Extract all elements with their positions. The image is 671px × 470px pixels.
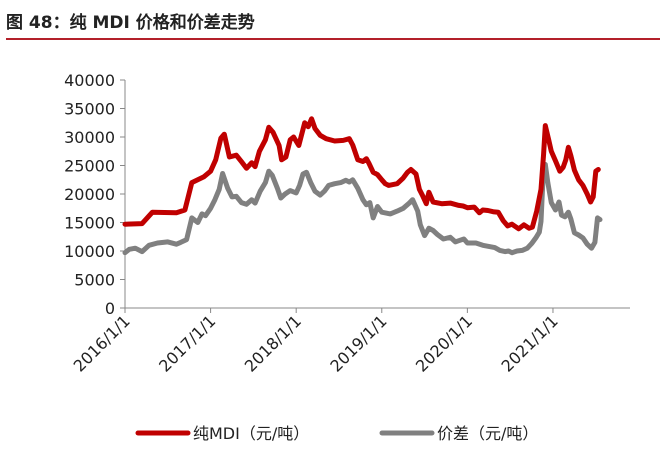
- y-tick-label: 5000: [74, 271, 115, 290]
- y-tick-label: 30000: [64, 128, 115, 147]
- y-tick-label: 35000: [64, 100, 115, 119]
- legend-label: 纯MDI（元/吨）: [193, 424, 309, 443]
- x-tick-label: 2019/1/1: [326, 311, 390, 375]
- x-tick-label: 2018/1/1: [241, 311, 305, 375]
- x-tick-label: 2017/1/1: [155, 311, 219, 375]
- x-axis: 2016/1/1 2017/1/1 2018/1/1 2019/1/1 2020/1/1…: [70, 307, 630, 376]
- y-tick-label: 10000: [64, 242, 115, 261]
- y-tick-label: 0: [105, 299, 115, 318]
- y-tick-label: 40000: [64, 71, 115, 90]
- series-line: [122, 116, 601, 232]
- legend: 纯MDI（元/吨） 价差（元/吨）: [135, 424, 538, 443]
- y-tick-label: 20000: [64, 185, 115, 204]
- title-rule: [6, 38, 660, 40]
- x-tick-label: 2021/1/1: [498, 311, 562, 375]
- series-line: [122, 161, 603, 256]
- series-layer: [122, 116, 603, 256]
- x-tick-label: 2016/1/1: [70, 311, 134, 375]
- y-tick-label: 25000: [64, 157, 115, 176]
- figure-title: 图 48：纯 MDI 价格和价差走势: [6, 13, 255, 33]
- x-tick-label: 2020/1/1: [412, 311, 476, 375]
- y-tick-label: 15000: [64, 214, 115, 233]
- y-axis: 0 5000 10000 15000 20000 25000 30000 35000 40000: [64, 71, 126, 318]
- legend-label: 价差（元/吨）: [437, 424, 538, 443]
